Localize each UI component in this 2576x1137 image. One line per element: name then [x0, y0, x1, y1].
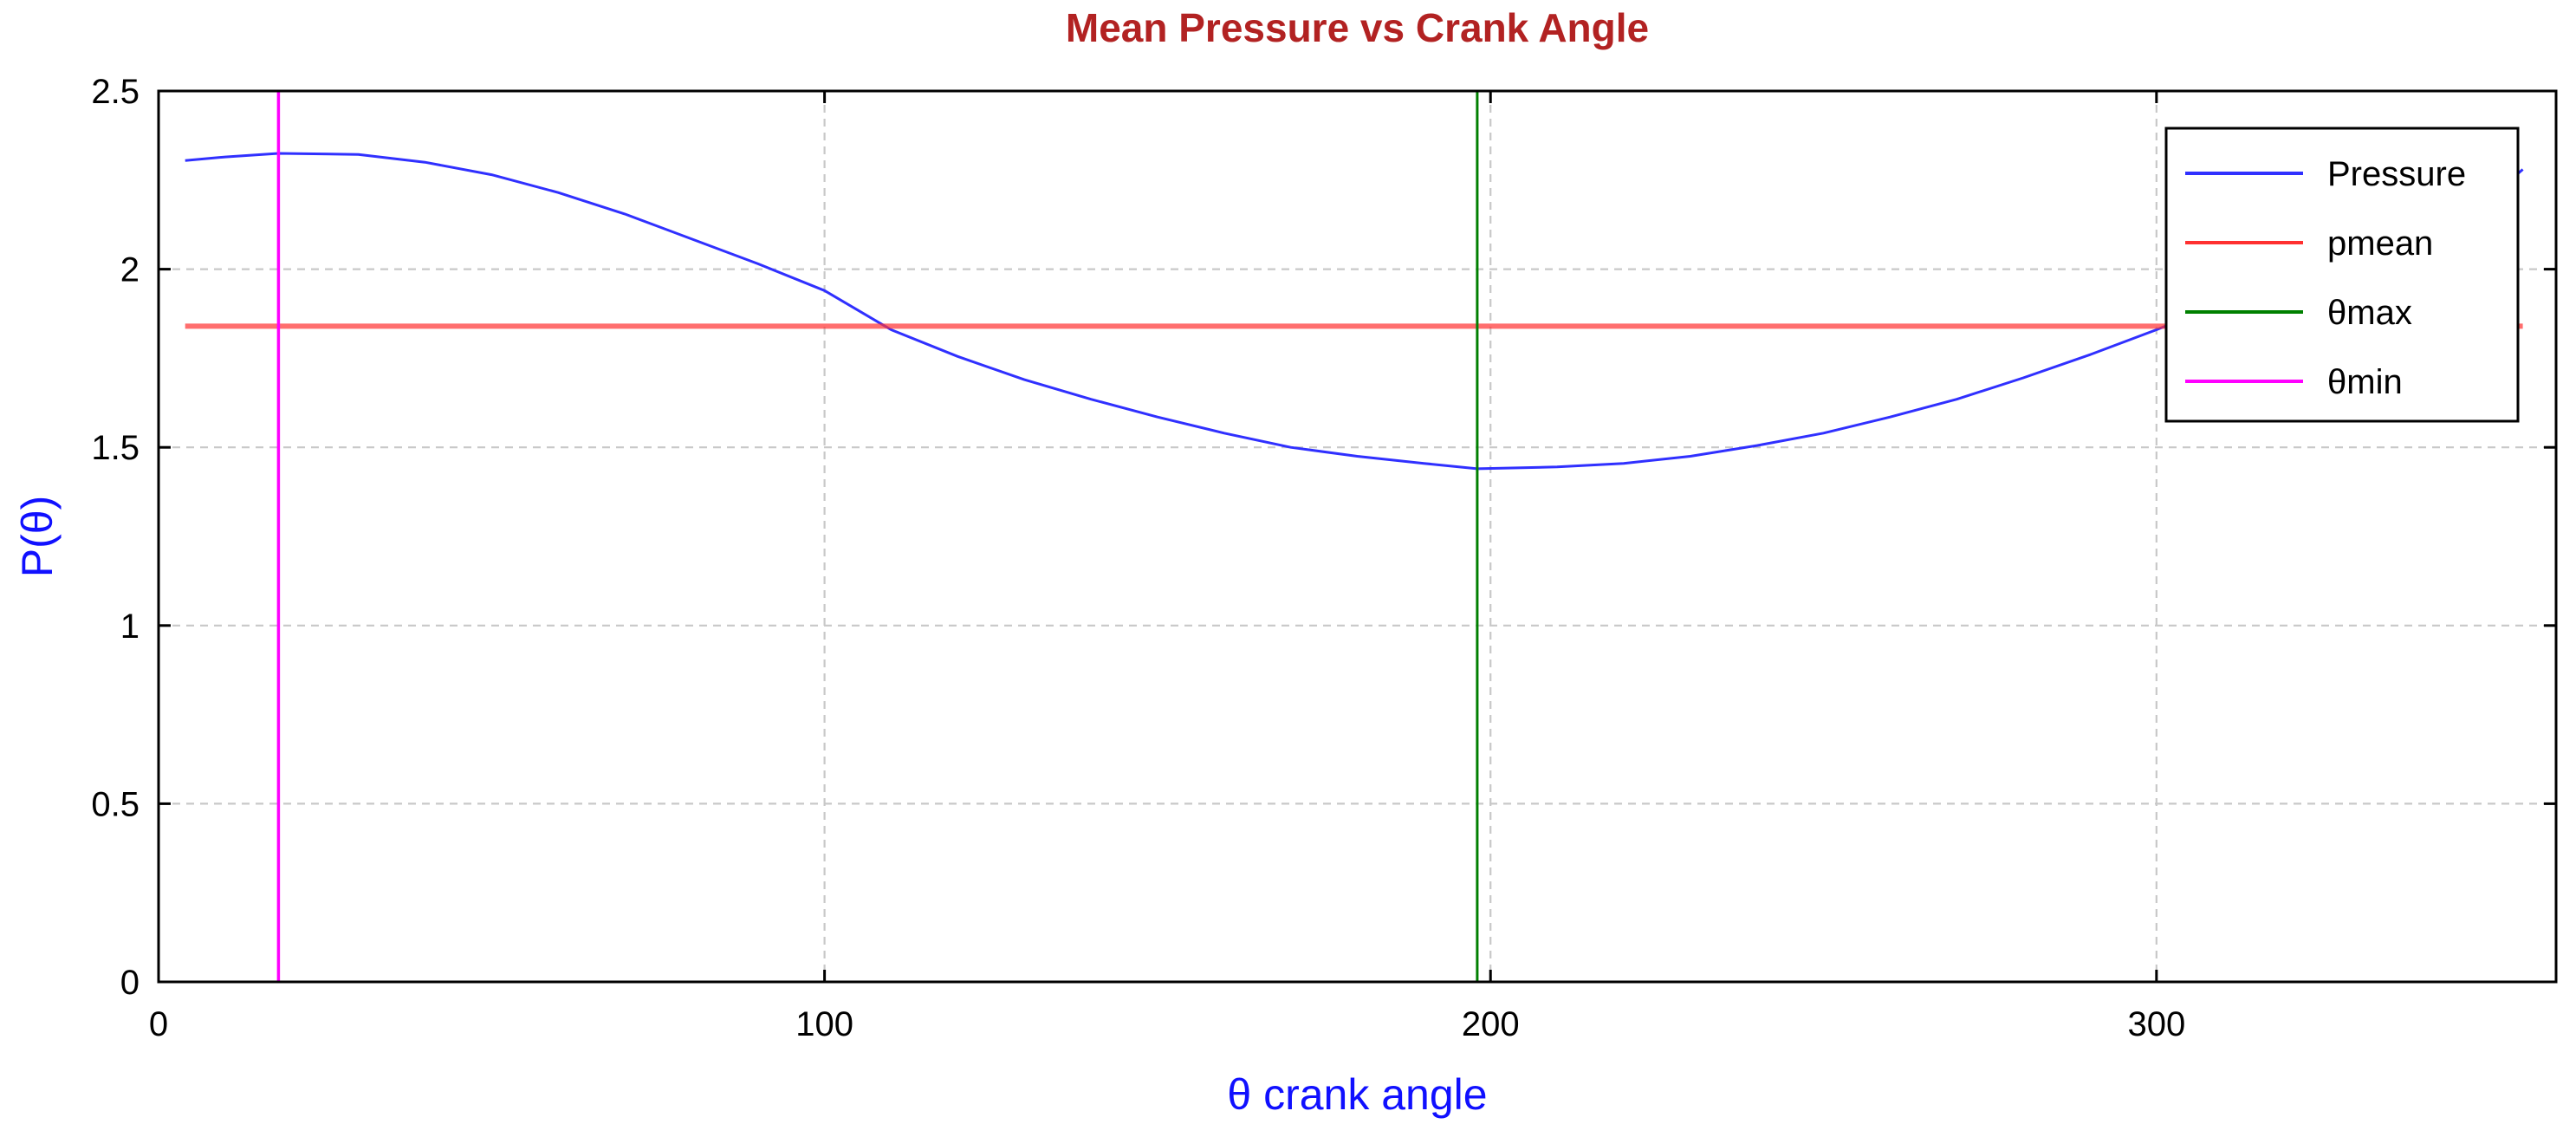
- x-tick-label: 200: [1462, 1005, 1520, 1043]
- tick-layer: 0 0.5 1 1.5 2 2.5 0 100 200 300: [91, 73, 2556, 1043]
- legend: Pressure pmean θmax θmin: [2164, 127, 2520, 423]
- y-tick-label: 0: [120, 964, 140, 1002]
- legend-box: [2164, 127, 2520, 423]
- y-tick-label: 1: [120, 607, 140, 646]
- x-tick-label: 0: [149, 1005, 168, 1043]
- y-tick-label: 2: [120, 251, 140, 289]
- y-tick-label: 0.5: [91, 785, 140, 823]
- y-tick-label: 1.5: [91, 429, 140, 467]
- x-axis-title: θ crank angle: [1227, 1070, 1487, 1119]
- x-tick-label: 300: [2127, 1005, 2185, 1043]
- grid-layer: [159, 91, 2556, 982]
- plot-frame: [157, 89, 2558, 984]
- y-tick-label: 2.5: [91, 73, 140, 111]
- series-layer: [185, 91, 2524, 982]
- legend-label: θmin: [2327, 363, 2403, 401]
- x-tick-label: 100: [795, 1005, 853, 1043]
- legend-label: Pressure: [2327, 155, 2466, 193]
- legend-label: θmax: [2327, 294, 2412, 332]
- y-axis-title: P(θ): [13, 496, 62, 577]
- series-line: [185, 152, 2524, 471]
- chart-title: Mean Pressure vs Crank Angle: [1066, 5, 1649, 50]
- legend-label: pmean: [2327, 224, 2433, 263]
